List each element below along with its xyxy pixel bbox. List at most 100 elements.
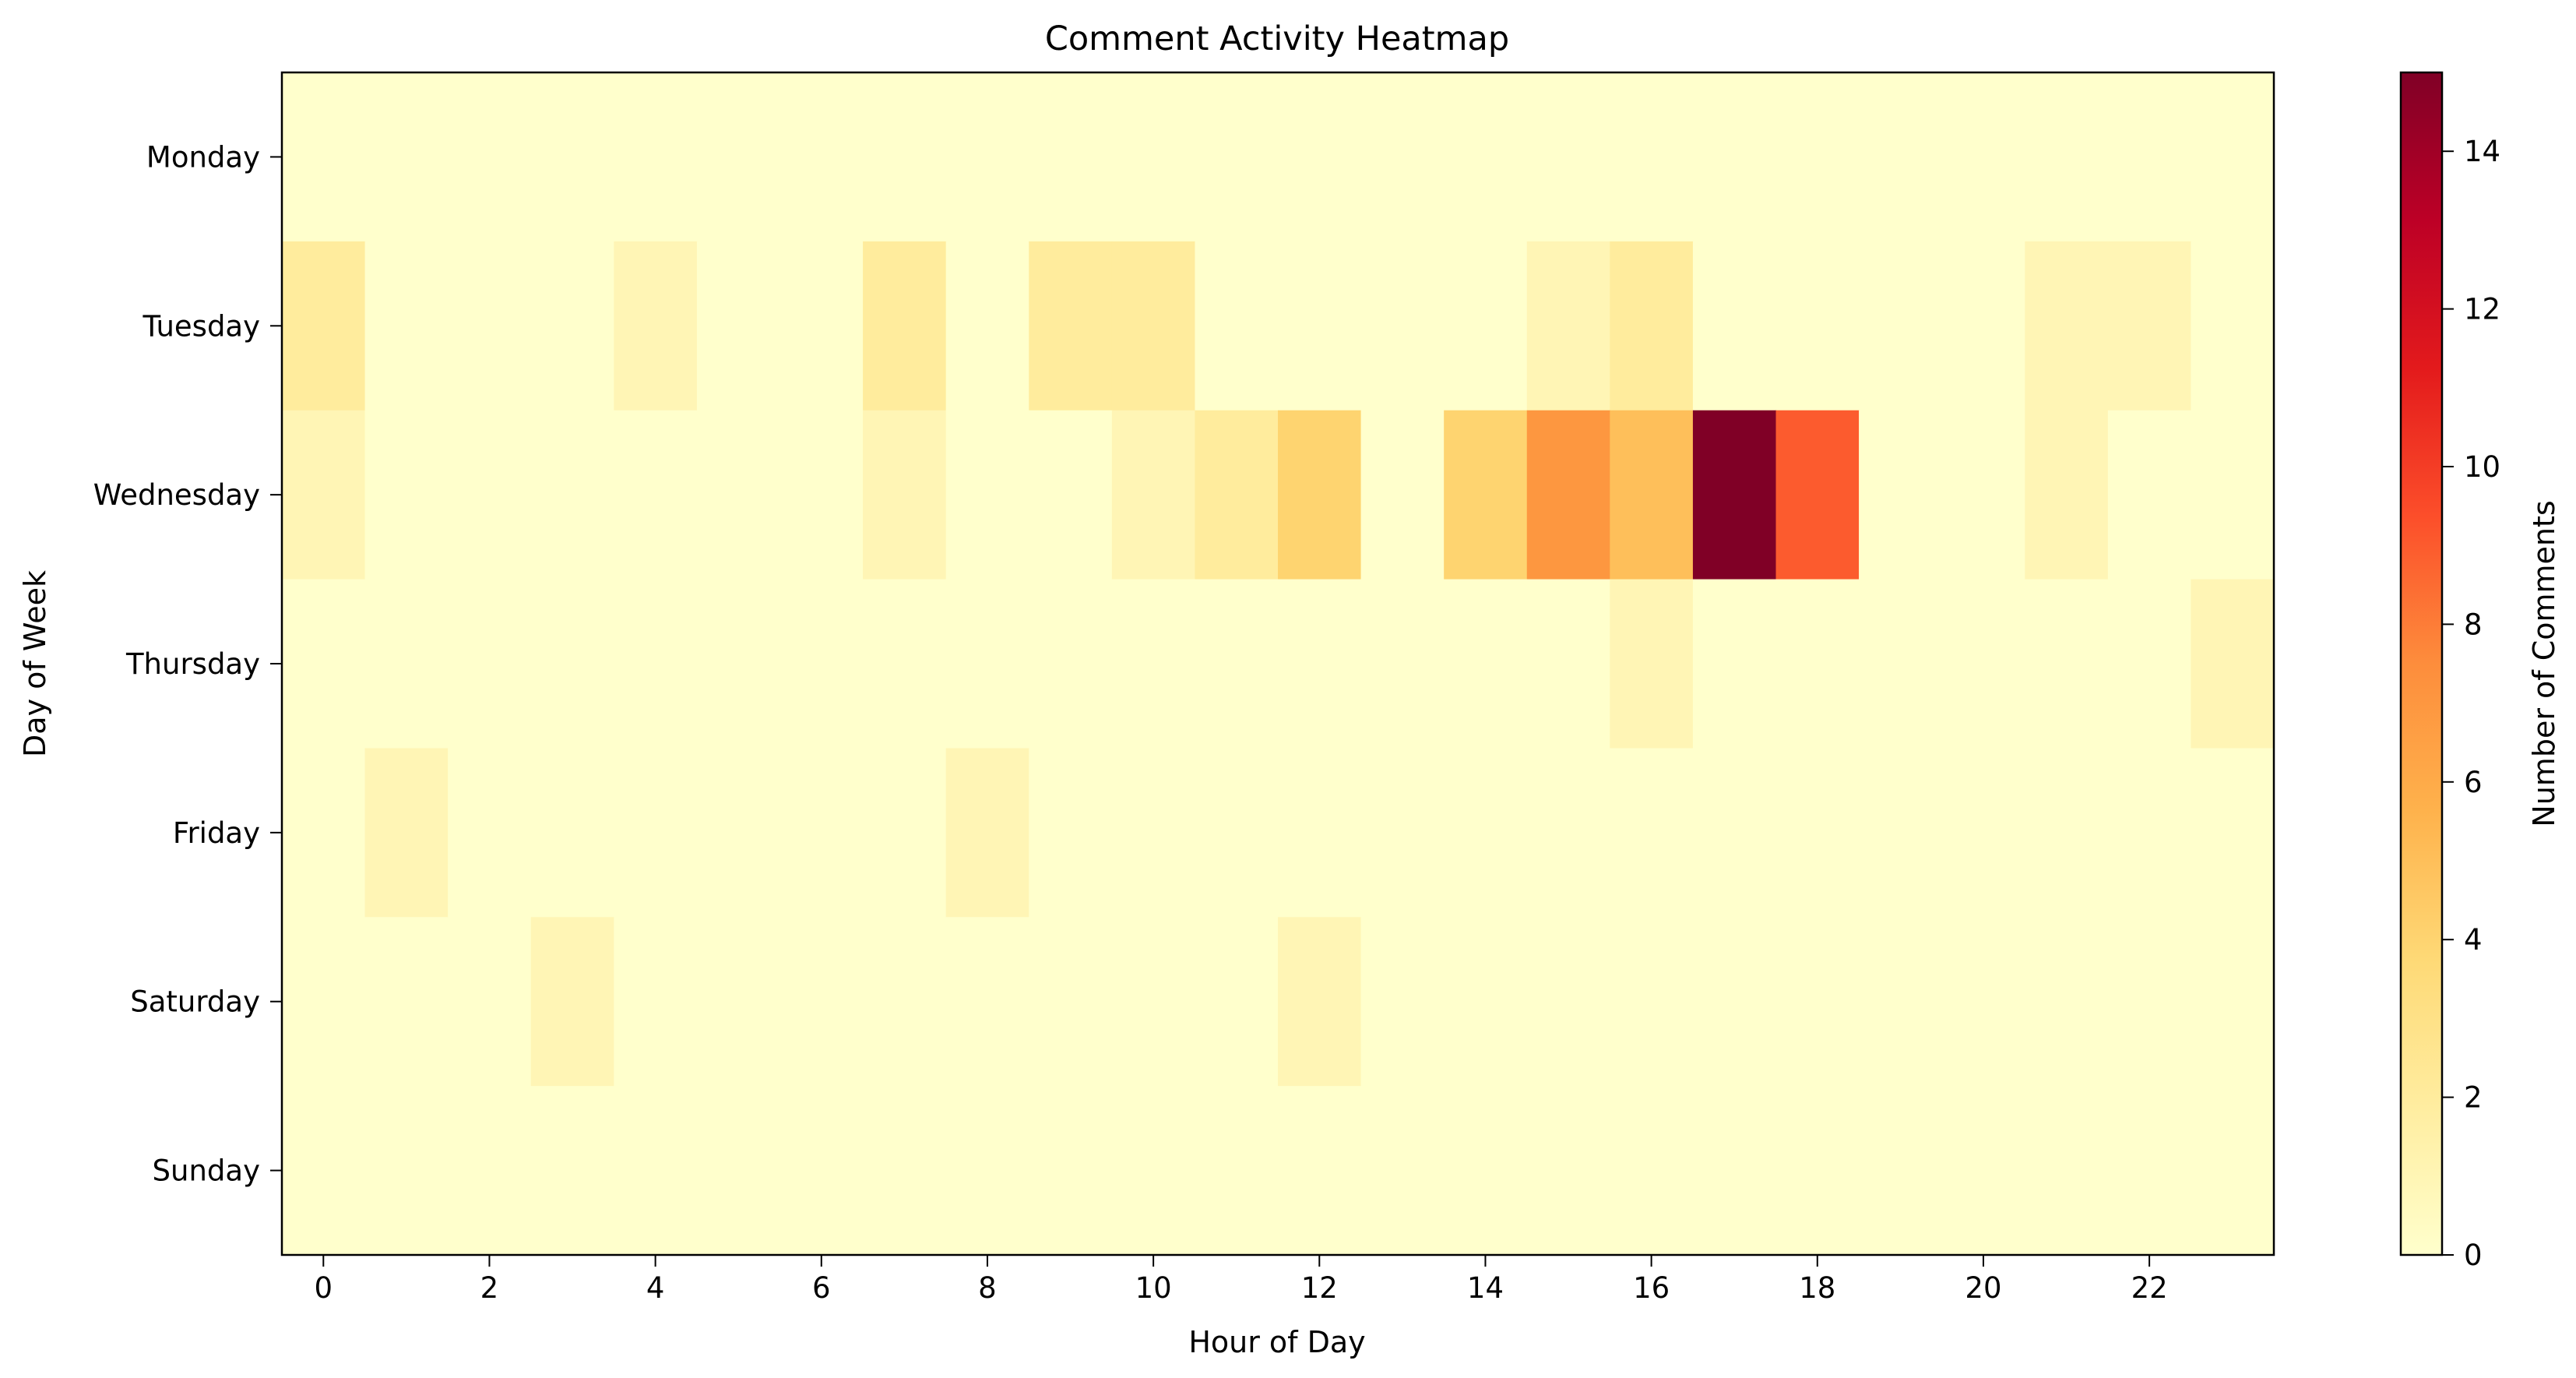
heatmap-cell: [696, 1086, 781, 1256]
heatmap-cell: [2025, 917, 2109, 1087]
heatmap-cell: [1444, 410, 1528, 580]
heatmap-cell: [282, 579, 366, 749]
heatmap-cell: [1029, 748, 1113, 918]
x-tick-label: 8: [978, 1271, 997, 1305]
heatmap-cell: [364, 748, 449, 918]
heatmap-cell: [779, 241, 864, 411]
heatmap-cell: [1941, 748, 2025, 918]
heatmap-cell: [1775, 1086, 1860, 1256]
heatmap-cell: [448, 579, 532, 749]
heatmap-cell: [1775, 72, 1860, 242]
colorbar-tick-label: 10: [2464, 450, 2500, 484]
y-tick-label: Wednesday: [93, 478, 260, 512]
heatmap-cell: [1859, 579, 1943, 749]
heatmap-cell: [1111, 410, 1196, 580]
heatmap-cell: [2191, 72, 2275, 242]
colorbar-tick-label: 8: [2464, 608, 2483, 641]
heatmap-cell: [1360, 72, 1445, 242]
heatmap-cell: [1526, 410, 1610, 580]
heatmap-cell: [364, 72, 449, 242]
x-tick-label: 22: [2131, 1271, 2168, 1305]
heatmap-cell: [1610, 748, 1694, 918]
colorbar: [2399, 71, 2444, 1256]
heatmap-cell: [1941, 579, 2025, 749]
heatmap-cell: [614, 748, 698, 918]
heatmap-cell: [1859, 72, 1943, 242]
heatmap-cell: [614, 1086, 698, 1256]
chart-title: Comment Activity Heatmap: [1045, 19, 1509, 58]
x-tick-label: 6: [812, 1271, 831, 1305]
x-tick-label: 4: [646, 1271, 665, 1305]
heatmap-cell: [945, 579, 1029, 749]
heatmap-cell: [1444, 72, 1528, 242]
heatmap-cell: [696, 579, 781, 749]
heatmap-cell: [1692, 579, 1777, 749]
heatmap-cell: [1444, 1086, 1528, 1256]
heatmap-cell: [779, 1086, 864, 1256]
heatmap-cell: [2025, 579, 2109, 749]
heatmap-cell: [448, 72, 532, 242]
heatmap-cell: [2025, 748, 2109, 918]
heatmap-cell: [614, 410, 698, 580]
heatmap-cell: [448, 241, 532, 411]
heatmap-cell: [2107, 1086, 2192, 1256]
x-tick-label: 0: [315, 1271, 333, 1305]
heatmap-cell: [614, 72, 698, 242]
heatmap-cell: [863, 748, 947, 918]
colorbar-tick-label: 12: [2464, 293, 2500, 326]
heatmap-cell: [1859, 1086, 1943, 1256]
heatmap-cell: [282, 410, 366, 580]
heatmap-cell: [945, 748, 1029, 918]
x-tick-label: 2: [480, 1271, 499, 1305]
heatmap-cell: [1444, 579, 1528, 749]
heatmap-cell: [1195, 72, 1279, 242]
heatmap-cell: [2191, 241, 2275, 411]
heatmap-cell: [1692, 748, 1777, 918]
x-tick-label: 14: [1467, 1271, 1504, 1305]
heatmap-cell: [1526, 241, 1610, 411]
heatmap-cell: [2107, 917, 2192, 1087]
heatmap-cell: [1029, 1086, 1113, 1256]
colorbar-tick-label: 6: [2464, 766, 2483, 799]
heatmap-cell: [1029, 579, 1113, 749]
heatmap-cell: [2025, 241, 2109, 411]
heatmap-cell: [282, 917, 366, 1087]
heatmap-cell: [2191, 748, 2275, 918]
heatmap-cell: [1111, 917, 1196, 1087]
heatmap-cell: [1444, 917, 1528, 1087]
heatmap-cell: [779, 579, 864, 749]
heatmap-cell: [1775, 748, 1860, 918]
heatmap-cell: [779, 72, 864, 242]
heatmap-cell: [779, 410, 864, 580]
heatmap-cell: [1195, 748, 1279, 918]
heatmap-cell: [282, 241, 366, 411]
heatmap-cell: [1195, 579, 1279, 749]
heatmap-cell: [614, 241, 698, 411]
y-tick-label: Friday: [173, 816, 260, 850]
heatmap-cell: [448, 748, 532, 918]
y-axis-label: Day of Week: [18, 570, 52, 757]
heatmap-cell: [1859, 410, 1943, 580]
heatmap-cell: [1444, 241, 1528, 411]
heatmap-cell: [1526, 917, 1610, 1087]
heatmap-cell: [364, 917, 449, 1087]
heatmap-cell: [863, 579, 947, 749]
heatmap-cell: [1610, 1086, 1694, 1256]
heatmap-cell: [1692, 72, 1777, 242]
heatmap-cell: [1775, 241, 1860, 411]
heatmap-cell: [1360, 1086, 1445, 1256]
heatmap-cell: [1610, 72, 1694, 242]
heatmap-cell: [863, 410, 947, 580]
heatmap-cell: [1278, 917, 1362, 1087]
heatmap-cell: [1526, 748, 1610, 918]
heatmap-cell: [1111, 241, 1196, 411]
heatmap-cell: [282, 748, 366, 918]
heatmap-cells: [282, 72, 2275, 1256]
heatmap-cell: [1692, 241, 1777, 411]
heatmap-cell: [448, 917, 532, 1087]
heatmap-cell: [696, 917, 781, 1087]
heatmap-cell: [1029, 72, 1113, 242]
heatmap-cell: [1111, 579, 1196, 749]
heatmap-cell: [1111, 748, 1196, 918]
